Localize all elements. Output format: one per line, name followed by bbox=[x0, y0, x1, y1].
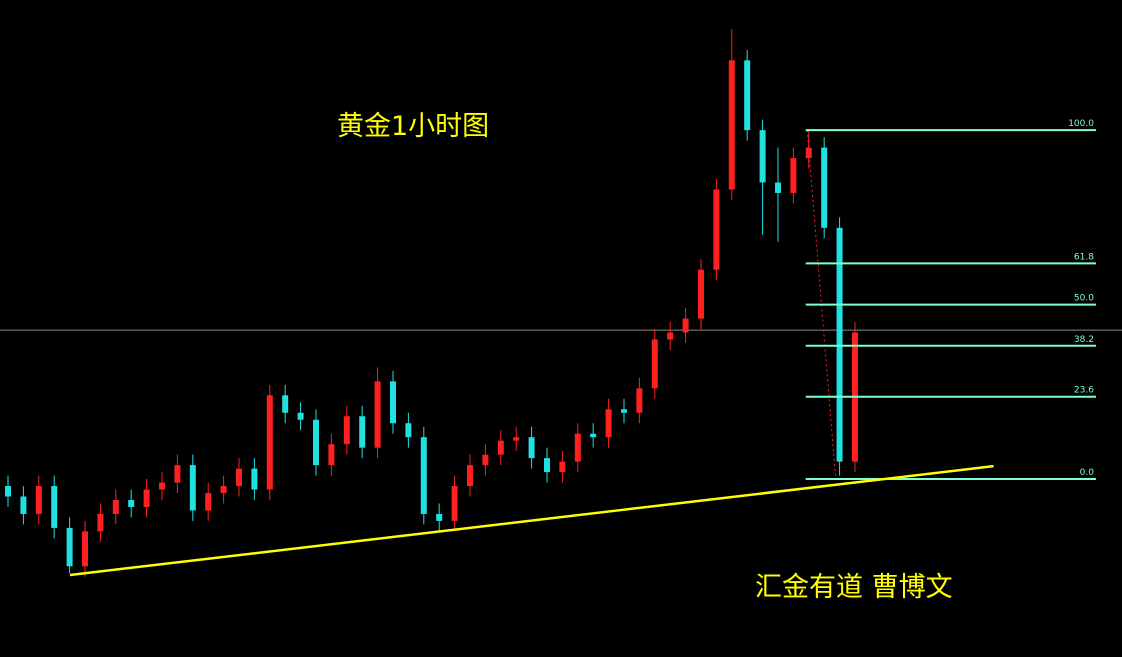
fib-label: 23.6 bbox=[1074, 386, 1094, 396]
candle-body bbox=[790, 158, 797, 193]
fib-label: 38.2 bbox=[1074, 335, 1094, 345]
candle-body bbox=[235, 468, 242, 487]
candle-body bbox=[651, 339, 658, 389]
candle-body bbox=[559, 461, 566, 473]
candle-body bbox=[405, 423, 412, 438]
candle-body bbox=[389, 381, 396, 424]
candle-body bbox=[420, 437, 427, 514]
candle-body bbox=[497, 440, 504, 455]
candle-body bbox=[251, 468, 258, 490]
candle-body bbox=[220, 486, 227, 494]
candle-body bbox=[35, 486, 42, 514]
candle-body bbox=[82, 531, 89, 567]
candle-body bbox=[836, 227, 843, 462]
candle-body bbox=[636, 388, 643, 413]
candle-body bbox=[805, 147, 812, 159]
watermark: 汇金有道 曹博文 bbox=[755, 572, 953, 603]
candle-body bbox=[374, 381, 381, 448]
candle-body bbox=[513, 437, 520, 441]
candle-body bbox=[528, 437, 535, 459]
candle-body bbox=[359, 416, 366, 448]
candle-body bbox=[112, 499, 119, 514]
fib-label: 100.0 bbox=[1068, 119, 1094, 129]
candle-body bbox=[728, 60, 735, 190]
candle-body bbox=[759, 130, 766, 183]
candle-body bbox=[620, 409, 627, 413]
candle-body bbox=[821, 147, 828, 228]
candle-body bbox=[66, 527, 73, 567]
candle-body bbox=[282, 395, 289, 413]
candle-body bbox=[312, 419, 319, 466]
candle-body bbox=[328, 444, 335, 466]
candle-body bbox=[143, 489, 150, 507]
candle-body bbox=[297, 412, 304, 420]
candle-body bbox=[682, 318, 689, 333]
chart-title: 黄金1小时图 bbox=[337, 111, 489, 142]
fib-label: 50.0 bbox=[1074, 294, 1094, 304]
candle-body bbox=[543, 458, 550, 473]
candle-body bbox=[51, 486, 58, 528]
candle-body bbox=[774, 182, 781, 193]
candle-body bbox=[20, 496, 27, 514]
candle-body bbox=[482, 454, 489, 466]
candle-body bbox=[667, 332, 674, 340]
candle-body bbox=[744, 60, 751, 131]
candle-body bbox=[159, 482, 166, 490]
candle-body bbox=[205, 493, 212, 511]
candle-body bbox=[466, 465, 473, 487]
candle-body bbox=[713, 189, 720, 270]
candle-body bbox=[128, 499, 135, 507]
trendline bbox=[69, 464, 994, 577]
candle-body bbox=[436, 513, 443, 521]
candle-body bbox=[451, 486, 458, 521]
candle-body bbox=[605, 409, 612, 438]
candle-body bbox=[174, 465, 181, 483]
candle-body bbox=[189, 465, 196, 511]
candle-body bbox=[266, 395, 273, 490]
candle-body bbox=[343, 416, 350, 445]
fib-label: 61.8 bbox=[1074, 252, 1094, 262]
candle-body bbox=[697, 269, 704, 319]
candle-body bbox=[574, 433, 581, 462]
candle-body bbox=[97, 513, 104, 532]
fib-label: 0.0 bbox=[1080, 468, 1095, 478]
candle-body bbox=[5, 486, 12, 497]
candle-body bbox=[590, 433, 597, 438]
